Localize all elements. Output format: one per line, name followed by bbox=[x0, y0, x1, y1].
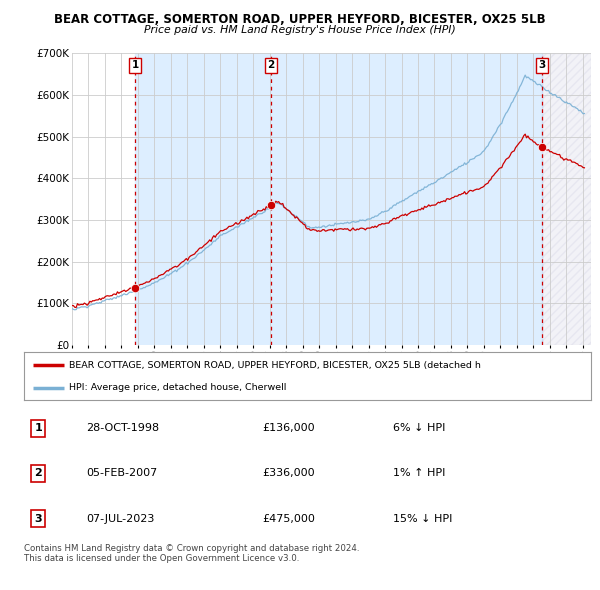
Text: 1: 1 bbox=[34, 424, 42, 434]
Text: Contains HM Land Registry data © Crown copyright and database right 2024.
This d: Contains HM Land Registry data © Crown c… bbox=[24, 544, 359, 563]
Text: 2: 2 bbox=[34, 468, 42, 478]
Text: £136,000: £136,000 bbox=[262, 424, 315, 434]
Text: 3: 3 bbox=[538, 60, 545, 70]
Text: 1% ↑ HPI: 1% ↑ HPI bbox=[392, 468, 445, 478]
Text: BEAR COTTAGE, SOMERTON ROAD, UPPER HEYFORD, BICESTER, OX25 5LB: BEAR COTTAGE, SOMERTON ROAD, UPPER HEYFO… bbox=[54, 13, 546, 26]
Text: 15% ↓ HPI: 15% ↓ HPI bbox=[392, 513, 452, 523]
Text: 3: 3 bbox=[34, 513, 42, 523]
Text: 1: 1 bbox=[131, 60, 139, 70]
Text: HPI: Average price, detached house, Cherwell: HPI: Average price, detached house, Cher… bbox=[70, 384, 287, 392]
Text: 6% ↓ HPI: 6% ↓ HPI bbox=[392, 424, 445, 434]
Text: BEAR COTTAGE, SOMERTON ROAD, UPPER HEYFORD, BICESTER, OX25 5LB (detached h: BEAR COTTAGE, SOMERTON ROAD, UPPER HEYFO… bbox=[70, 360, 481, 370]
Text: 05-FEB-2007: 05-FEB-2007 bbox=[86, 468, 158, 478]
Text: £336,000: £336,000 bbox=[262, 468, 315, 478]
Text: Price paid vs. HM Land Registry's House Price Index (HPI): Price paid vs. HM Land Registry's House … bbox=[144, 25, 456, 35]
Bar bbox=[135, 53, 542, 345]
Text: 07-JUL-2023: 07-JUL-2023 bbox=[86, 513, 155, 523]
Text: £475,000: £475,000 bbox=[262, 513, 315, 523]
Text: 2: 2 bbox=[268, 60, 275, 70]
Bar bbox=[542, 53, 591, 345]
Text: 28-OCT-1998: 28-OCT-1998 bbox=[86, 424, 160, 434]
